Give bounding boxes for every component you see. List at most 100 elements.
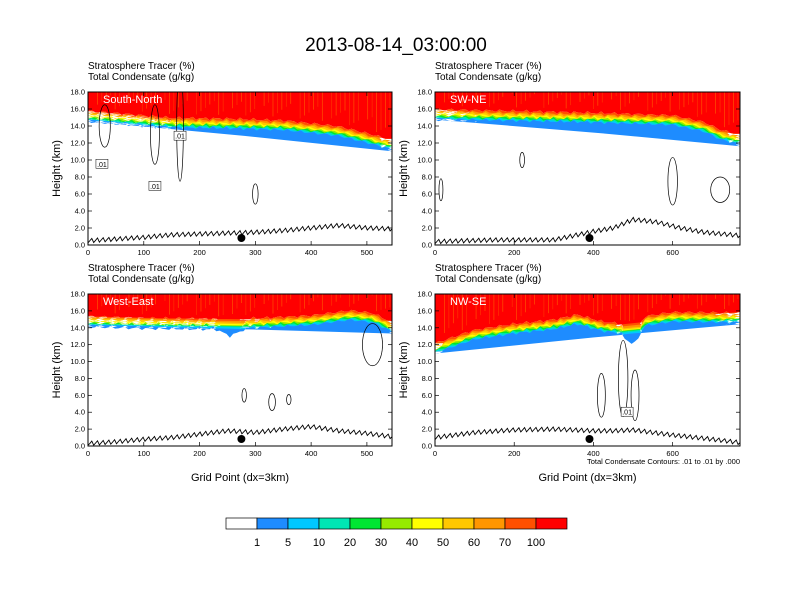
colorbar-box: [349, 517, 382, 530]
y-tick-label: 18.0: [417, 290, 432, 299]
y-tick-label: 12.0: [417, 139, 432, 148]
y-tick-label: 14.0: [417, 323, 432, 332]
contour-label: .01: [622, 410, 632, 417]
x-tick-label: 500: [361, 449, 374, 458]
colorbar-box: [411, 517, 444, 530]
contour-label: .01: [97, 162, 107, 169]
colorbar-box: [318, 517, 351, 530]
tracer-band: [435, 92, 740, 134]
y-tick-label: 10.0: [70, 357, 85, 366]
location-marker: [585, 234, 594, 242]
condensate-contour: [150, 104, 160, 165]
y-tick-label: 18.0: [417, 88, 432, 97]
x-tick-label: 300: [249, 449, 262, 458]
y-tick-label: 18.0: [70, 290, 85, 299]
y-tick-label: 2.0: [75, 425, 85, 434]
terrain-line: [435, 426, 740, 446]
colorbar-label: 70: [499, 537, 511, 549]
location-marker: [585, 435, 594, 443]
x-tick-label: 600: [666, 449, 679, 458]
field-label: Stratosphere Tracer (%): [435, 61, 542, 72]
y-tick-label: 2.0: [422, 425, 432, 434]
tracer-band: [88, 119, 392, 152]
panel-label: South-North: [103, 94, 162, 106]
x-tick-label: 600: [666, 248, 679, 257]
condensate-contour: [241, 388, 247, 403]
y-tick-label: 2.0: [422, 224, 432, 233]
condensate-contour: [630, 369, 640, 422]
field-label: Stratosphere Tracer (%): [88, 61, 195, 72]
y-tick-label: 14.0: [70, 323, 85, 332]
y-tick-label: 16.0: [70, 105, 85, 114]
condensate-contour: [252, 183, 259, 205]
y-tick-label: 14.0: [70, 122, 85, 131]
condensate-contour: [286, 394, 292, 405]
y-axis-label: Height (km): [51, 140, 63, 197]
panel-sw-ne: SW-NE Stratosphere Tracer (%)Total Conden…: [398, 61, 741, 257]
x-tick-label: 0: [433, 449, 437, 458]
condensate-contour: [618, 340, 629, 417]
condensate-contour: [98, 104, 111, 148]
terrain-line: [88, 222, 392, 244]
plot-area: [88, 294, 392, 446]
x-tick-label: 200: [193, 248, 206, 257]
plot-frame: [434, 293, 741, 447]
terrain-line: [88, 423, 392, 446]
plot-frame: [87, 293, 393, 447]
x-tick-label: 400: [305, 449, 318, 458]
colorbar-box: [442, 517, 475, 530]
x-tick-label: 200: [508, 248, 521, 257]
condensate-contour: [268, 393, 276, 411]
contour-note: Total Condensate Contours: .01 to .01 by…: [587, 457, 740, 466]
contour-label-header: Total Condensate (g/kg): [435, 274, 541, 285]
plot-frame: [87, 91, 393, 246]
field-label: Stratosphere Tracer (%): [435, 263, 542, 274]
x-axis-label: Grid Point (dx=3km): [191, 472, 289, 484]
condensate-contour: [597, 373, 606, 418]
colorbar-label: 10: [313, 537, 325, 549]
x-axis-label: Grid Point (dx=3km): [538, 472, 636, 484]
contour-label: .01: [175, 134, 185, 141]
x-tick-label: 100: [138, 449, 151, 458]
y-tick-label: 0.0: [75, 442, 85, 451]
colorbar-box: [535, 517, 568, 530]
condensate-contour: [710, 176, 731, 203]
colorbar-box: [473, 517, 506, 530]
plot-area: [88, 92, 392, 244]
y-tick-label: 10.0: [417, 156, 432, 165]
x-tick-label: 500: [361, 248, 374, 257]
y-tick-label: 4.0: [75, 207, 85, 216]
x-tick-label: 0: [86, 248, 90, 257]
y-tick-label: 4.0: [422, 207, 432, 216]
y-axis-label: Height (km): [51, 342, 63, 399]
colorbar-label: 60: [468, 537, 480, 549]
panel-label: West-East: [103, 296, 154, 308]
y-tick-label: 18.0: [70, 88, 85, 97]
location-marker: [237, 435, 246, 443]
panels: .01 .01 .01 South-North Stratosphere Tracer …: [51, 61, 741, 484]
x-tick-label: 300: [249, 248, 262, 257]
contour-label-header: Total Condensate (g/kg): [435, 72, 541, 83]
location-marker: [237, 234, 246, 242]
tracer-band: [435, 117, 740, 147]
field-label: Stratosphere Tracer (%): [88, 263, 195, 274]
contour-label-box: [148, 181, 162, 191]
terrain-line: [435, 216, 740, 245]
y-axis-label: Height (km): [398, 342, 410, 399]
colorbar-box: [225, 517, 258, 530]
y-tick-label: 8.0: [75, 173, 85, 182]
colorbar-box: [256, 517, 289, 530]
panel-west-east: West-East Stratosphere Tracer (%)Total Co…: [51, 263, 393, 484]
colorbar-label: 5: [285, 537, 291, 549]
y-tick-label: 10.0: [417, 357, 432, 366]
colorbar-label: 30: [375, 537, 387, 549]
x-tick-label: 400: [587, 248, 600, 257]
contour-label: .01: [150, 184, 160, 191]
tracer-band: [88, 319, 392, 338]
contour-label-header: Total Condensate (g/kg): [88, 274, 194, 285]
tracer-band: [435, 320, 740, 354]
y-tick-label: 4.0: [422, 408, 432, 417]
panel-label: NW-SE: [450, 296, 486, 308]
x-tick-label: 200: [508, 449, 521, 458]
